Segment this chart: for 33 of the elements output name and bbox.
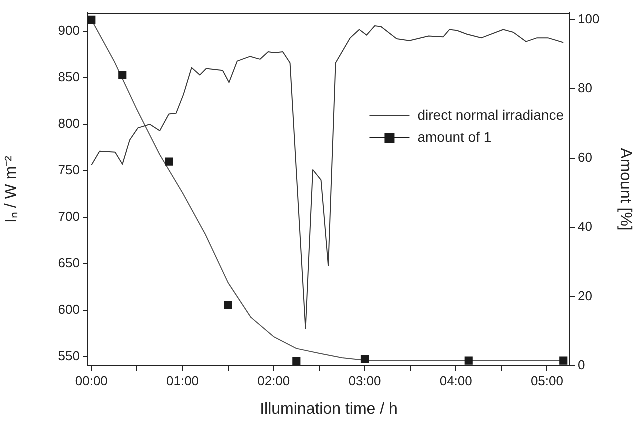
x-tick-label: 01:00 — [166, 373, 200, 388]
y-tick-label: 700 — [58, 208, 80, 224]
y-tick-label: 850 — [58, 70, 80, 85]
x-tick-label: 04:00 — [440, 373, 472, 388]
y-tick-label: 550 — [58, 348, 80, 364]
x-axis-title: Illumination time / h — [260, 400, 398, 418]
point — [292, 357, 301, 366]
y-tick-label: 650 — [58, 255, 80, 270]
legend-label: direct normal irradiance — [418, 106, 564, 123]
point — [118, 71, 127, 80]
x-tick-label: 02:00 — [258, 373, 290, 388]
y2-tick-label: 0 — [578, 358, 586, 373]
point — [560, 356, 568, 365]
y-tick-label: 750 — [58, 162, 80, 178]
point — [464, 356, 473, 365]
y-axis-title: Iₙ / W m⁻² — [3, 155, 20, 223]
y2-tick-label: 60 — [578, 150, 592, 165]
y2-tick-label: 100 — [578, 12, 600, 26]
point — [165, 158, 174, 166]
y-tick-label: 900 — [58, 23, 80, 38]
legend-label: amount of 1 — [418, 128, 492, 145]
x-tick-label: 03:00 — [348, 373, 382, 388]
y2-tick-label: 20 — [578, 288, 592, 304]
y-tick-label: 800 — [58, 116, 80, 132]
x-tick-label: 00:00 — [75, 373, 108, 388]
point — [224, 301, 232, 310]
x-tick-label: 05:00 — [530, 373, 564, 388]
y2-axis-title: Amount [%] — [616, 148, 634, 231]
y2-tick-label: 80 — [578, 80, 592, 96]
point — [88, 16, 96, 24]
y2-tick-label: 40 — [578, 219, 592, 234]
point — [360, 355, 370, 364]
y-tick-label: 600 — [58, 302, 80, 317]
